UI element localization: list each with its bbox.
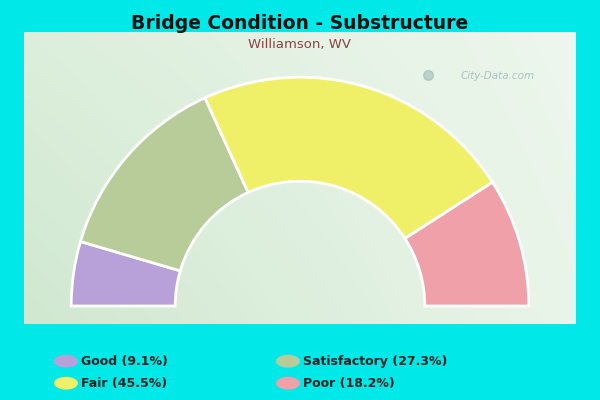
Text: Fair (45.5%): Fair (45.5%) xyxy=(81,377,167,390)
Text: Poor (18.2%): Poor (18.2%) xyxy=(303,377,395,390)
Text: Good (9.1%): Good (9.1%) xyxy=(81,355,168,368)
FancyBboxPatch shape xyxy=(19,29,581,327)
Wedge shape xyxy=(405,182,529,306)
Text: Bridge Condition - Substructure: Bridge Condition - Substructure xyxy=(131,14,469,33)
Text: City-Data.com: City-Data.com xyxy=(461,71,535,81)
Text: Satisfactory (27.3%): Satisfactory (27.3%) xyxy=(303,355,448,368)
Wedge shape xyxy=(205,77,493,238)
Wedge shape xyxy=(71,242,180,306)
Text: Williamson, WV: Williamson, WV xyxy=(248,38,352,51)
Wedge shape xyxy=(80,98,248,271)
